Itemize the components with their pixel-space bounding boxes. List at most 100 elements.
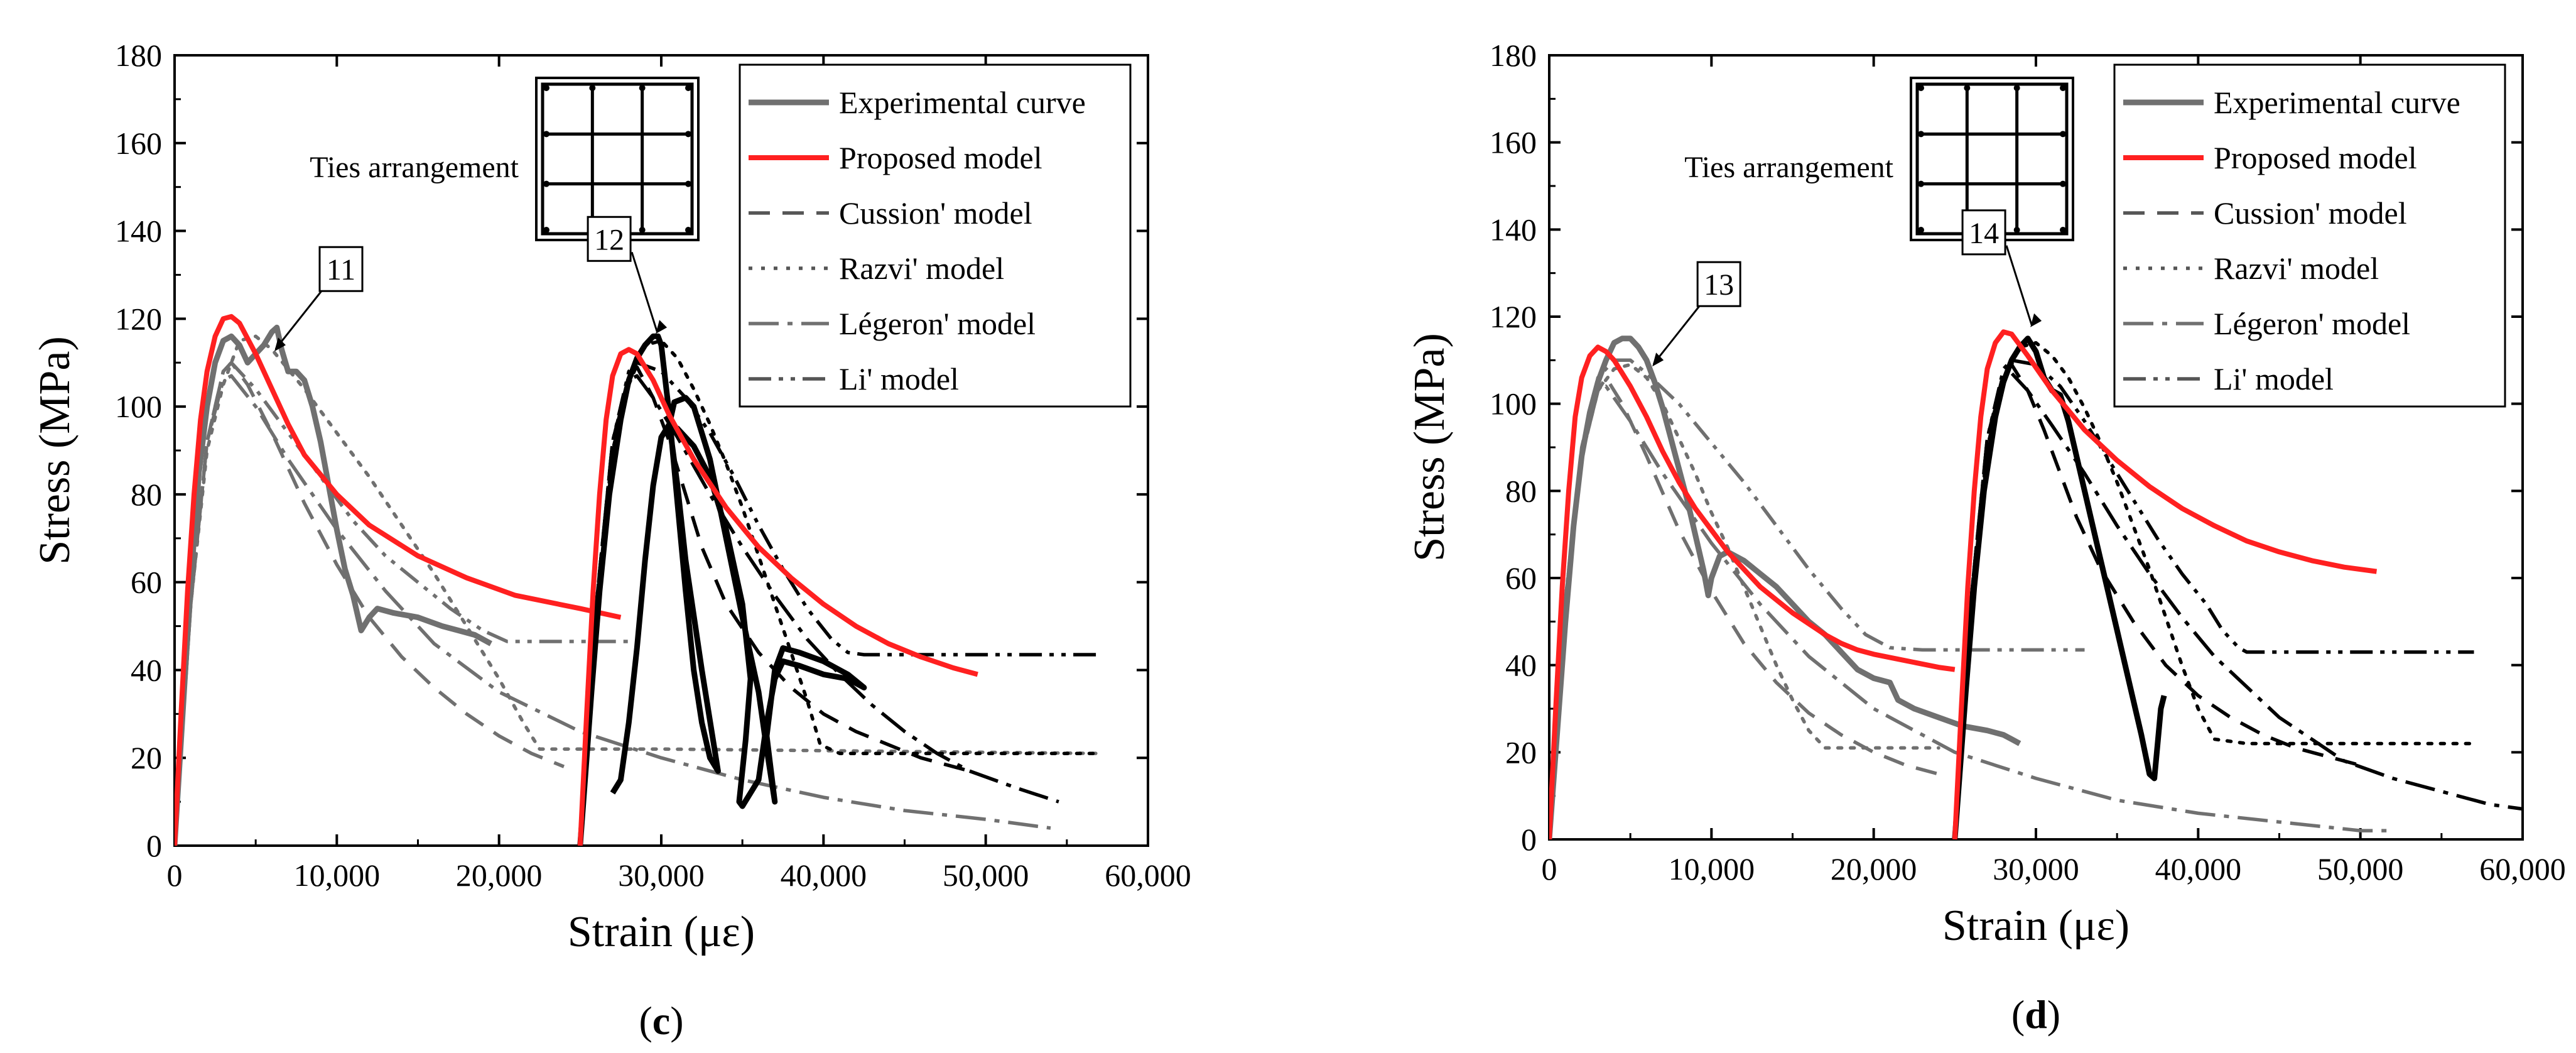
longitudinal-bar-dot [543,131,549,138]
x-tick-label: 40,000 [781,858,867,893]
y-tick-label: 0 [146,828,162,863]
legend-label-proposed: Proposed model [839,140,1042,175]
legend-label-experimental: Experimental curve [2214,85,2460,120]
ties-arrangement-label: Ties arrangement [1684,151,1893,184]
legend-label-li: Li' model [839,361,959,396]
panel-label-open: ( [2011,992,2025,1037]
series-razvi-specimen-14 [1953,341,2476,839]
series-li-specimen-12 [578,361,1100,846]
longitudinal-bar-dot [2013,85,2020,91]
longitudinal-bar-dot [589,85,596,91]
y-tick-label: 100 [1490,386,1537,422]
callout-leader [274,281,330,350]
callout-box [587,216,632,262]
legend-label-cussion: Cussion' model [2214,195,2407,231]
series-razvi-specimen-13 [1549,363,1940,839]
x-tick-label: 40,000 [2155,851,2242,887]
y-axis-title: Stress (MPa) [31,336,79,565]
y-tick-label: 180 [115,38,162,73]
x-tick-label: 30,000 [618,858,705,893]
panel-label-close: ) [670,998,683,1043]
ties-arrangement-diagram [535,77,700,241]
panel-label-close: ) [2047,992,2060,1037]
y-tick-label: 160 [1490,125,1537,160]
ties-outer-frame [535,77,700,241]
y-tick-label: 120 [1490,299,1537,334]
callout-label: 14 [1969,217,1999,250]
x-tick-label: 0 [1542,851,1557,887]
legend-label-li: Li' model [2214,361,2334,396]
callout-label: 12 [594,223,624,256]
callout-arrowhead [2030,313,2042,327]
y-tick-label: 20 [131,740,162,775]
longitudinal-bar-dot [639,227,646,233]
longitudinal-bar-dot [543,227,549,233]
longitudinal-bar-dot [1918,227,1924,233]
x-axis-title: Strain (με) [568,908,755,956]
panel-label-letter: c [652,998,670,1043]
series-razvi-specimen-11 [175,334,1101,846]
longitudinal-bar-dot [1918,85,1924,91]
longitudinal-bar-dot [685,131,691,138]
longitudinal-bar-dot [1918,131,1924,138]
y-tick-label: 60 [131,565,162,600]
x-tick-label: 10,000 [294,858,381,893]
longitudinal-bar-dot [2060,227,2066,233]
y-tick-label: 160 [115,126,162,161]
x-axis-title: Strain (με) [1942,902,2130,950]
longitudinal-bar-dot [2060,180,2066,187]
x-tick-label: 30,000 [1993,851,2079,887]
x-tick-label: 50,000 [943,858,1029,893]
callout-13: 13 [1652,261,1741,367]
callout-label: 13 [1704,268,1734,302]
longitudinal-bar-dot [685,85,691,91]
series-proposed-specimen-13 [1549,344,1956,839]
legend-label-legeron: Légeron' model [2214,306,2410,341]
callout-box [1961,209,2006,256]
callout-leader [2005,245,2033,325]
series-proposed-specimen-11 [175,314,622,846]
y-tick-label: 0 [1521,822,1537,857]
longitudinal-bar-dot [543,85,549,91]
callout-leader [630,251,658,332]
series-li-specimen-11 [175,361,646,846]
ties-arrangement-diagram [1910,77,2074,241]
y-tick-label: 140 [115,214,162,249]
longitudinal-bar-dot [2060,131,2066,138]
legend-label-legeron: Légeron' model [839,306,1036,341]
legend-label-razvi: Razvi' model [2214,251,2379,286]
ties-outer-frame [1910,77,2074,241]
callout-leader [1652,297,1707,365]
y-tick-label: 40 [1505,648,1537,683]
y-tick-label: 20 [1505,734,1537,770]
longitudinal-bar-dot [2013,227,2020,233]
callout-label: 11 [327,253,355,286]
callout-arrowhead [274,337,286,352]
y-axis-title: Stress (MPa) [1405,333,1454,562]
series-legeron-specimen-14 [1953,371,2523,839]
series-proposed-specimen-12 [577,347,978,846]
curve-layer [175,314,1101,846]
x-tick-label: 10,000 [1669,851,1755,887]
curve-layer [1549,329,2523,839]
series-razvi-specimen-12 [578,339,1101,846]
y-tick-label: 180 [1490,38,1537,73]
callout-14: 14 [1961,209,2042,327]
legend: Experimental curve Proposed model Cussion'… [739,63,1132,408]
longitudinal-bar-dot [685,180,691,187]
y-tick-label: 60 [1505,560,1537,596]
legend-label-experimental: Experimental curve [839,85,1086,120]
y-tick-label: 120 [115,301,162,336]
legend-frame [739,63,1132,408]
panel-label-letter: d [2025,992,2047,1037]
callout-box [1696,261,1741,307]
series-cussion-specimen-13 [1549,376,1939,839]
series-legeron-specimen-12 [578,374,1059,846]
x-tick-label: 20,000 [456,858,543,893]
longitudinal-bar-dot [2060,85,2066,91]
legend-label-razvi: Razvi' model [839,251,1004,286]
callout-arrowhead [1652,352,1664,367]
y-tick-label: 80 [1505,473,1537,508]
